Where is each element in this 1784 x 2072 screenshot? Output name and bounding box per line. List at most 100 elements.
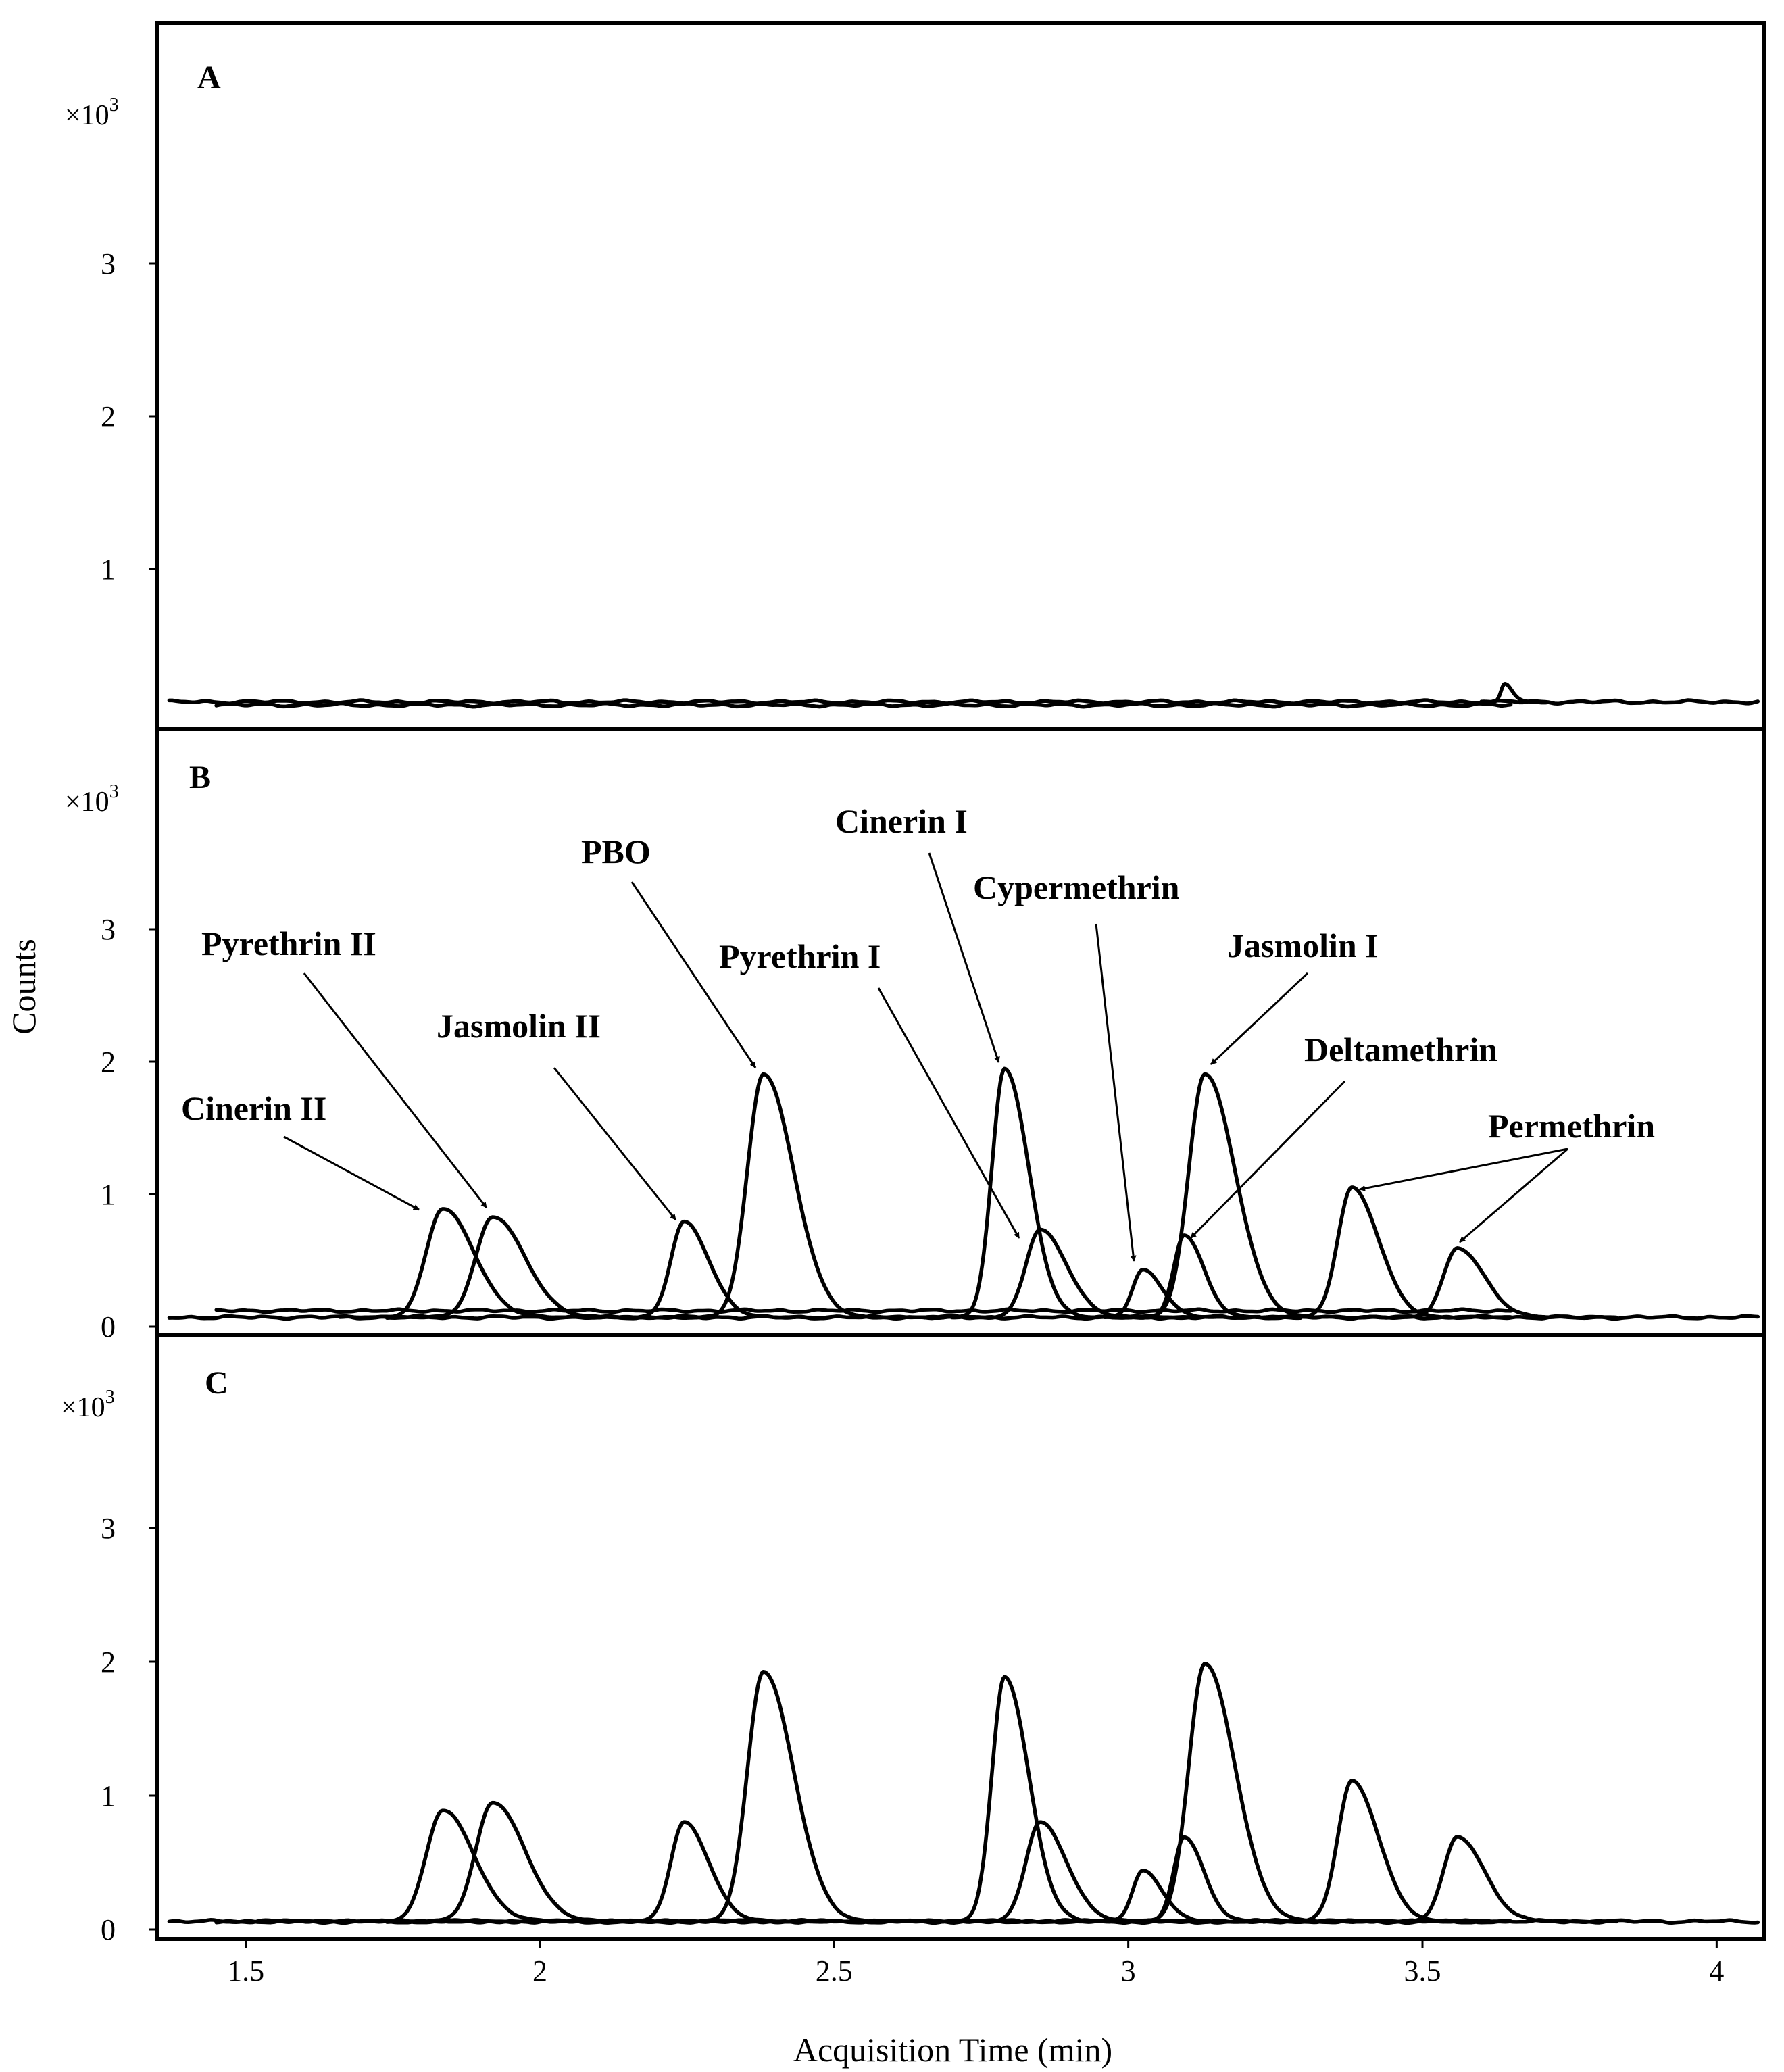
x-tick-label-2.5: 2.5 [816, 1954, 853, 1988]
panel-a-y-tick-label-2: 2 [101, 400, 116, 433]
annotation-jasmolin-i-label: Jasmolin I [1227, 927, 1379, 964]
annotation-cypermethrin-label: Cypermethrin [973, 868, 1180, 906]
panel-b-y-tick-label-2: 2 [101, 1045, 116, 1079]
panel-a-frame [155, 21, 1766, 731]
panel-c-frame [155, 1333, 1766, 1941]
panel-b-peak-deltamethrin-7 [1117, 1233, 1303, 1321]
panel-c-peak-cinerin-ii-0 [338, 1808, 630, 1924]
annotation-deltamethrin-arrow [1189, 1080, 1346, 1239]
panel-a-y-multiplier: ×103 [65, 95, 119, 131]
panel-c-multiplier-exp: 3 [105, 1387, 115, 1408]
annotation-jasmolin-ii: Jasmolin II [437, 1007, 677, 1220]
annotation-pbo: PBO [581, 833, 757, 1068]
panel-c-peak-jasmolin-ii-2 [599, 1820, 835, 1924]
x-tick-label-4: 4 [1709, 1954, 1724, 1988]
panel-b-y-ticks: 0 1 2 3 [101, 913, 157, 1343]
panel-a-y-tick-label-1: 1 [101, 553, 116, 586]
panel-c-peak-pbo-3 [662, 1669, 945, 1924]
annotation-pyrethrin-i-arrow [877, 987, 1020, 1239]
panel-c-multiplier-base: ×10 [61, 1392, 105, 1423]
panel-a: A ×103 123 [65, 21, 1766, 731]
annotation-cypermethrin-arrow [1095, 923, 1137, 1262]
annotation-pyrethrin-ii-label: Pyrethrin II [201, 924, 376, 962]
x-tick-label-1.5: 1.5 [227, 1954, 264, 1988]
panel-a-multiplier-exp: 3 [109, 95, 119, 116]
x-axis-ticks: 1.5 2 2.5 3 3.5 4 [227, 1939, 1724, 1988]
panel-b-peak-pyrethrin-i-5 [949, 1227, 1201, 1321]
annotation-jasmolin-ii-arrow [553, 1067, 677, 1220]
panel-b-peak-jasmolin-i-8 [1103, 1072, 1387, 1320]
panel-c-traces [167, 1662, 1760, 1925]
panel-b-multiplier-base: ×10 [65, 787, 109, 818]
panel-b-peak-permethrin-10 [1367, 1246, 1619, 1321]
panel-b-y-tick-label-0: 0 [101, 1310, 116, 1343]
annotation-permethrin: Permethrin [1359, 1107, 1655, 1243]
panel-c-y-ticks: 0 1 2 3 [101, 1512, 157, 1946]
panel-a-y-tick-label-3: 3 [101, 247, 116, 280]
annotation-cinerin-ii: Cinerin II [181, 1089, 420, 1211]
annotation-permethrin-arrow-1 [1359, 1148, 1568, 1191]
annotation-cypermethrin: Cypermethrin [973, 868, 1180, 1262]
panel-c-peak-pyrethrin-i-5 [949, 1820, 1201, 1924]
annotation-jasmolin-ii-label: Jasmolin II [437, 1007, 601, 1045]
annotation-permethrin-arrow-2 [1459, 1148, 1568, 1243]
x-tick-label-2: 2 [532, 1954, 547, 1988]
panel-c-y-tick-label-0: 0 [101, 1913, 116, 1946]
x-tick-label-3.5: 3.5 [1404, 1954, 1441, 1988]
panel-c-peak-permethrin-10 [1367, 1835, 1619, 1924]
panel-a-multiplier-base: ×10 [65, 100, 109, 131]
panel-b-peak-jasmolin-ii-2 [599, 1219, 835, 1321]
annotation-deltamethrin: Deltamethrin [1189, 1031, 1497, 1239]
x-tick-label-3: 3 [1121, 1954, 1136, 1988]
annotation-pbo-label: PBO [581, 833, 651, 870]
panel-c-peak-deltamethrin-7 [1117, 1835, 1303, 1925]
panel-c-peak-permethrin-9 [1262, 1779, 1513, 1924]
panel-b-peak-pbo-3 [662, 1072, 945, 1320]
panel-a-baseline-trace-1 [214, 701, 1513, 709]
annotation-cinerin-ii-arrow [283, 1135, 420, 1211]
panel-b-multiplier-exp: 3 [109, 781, 119, 802]
annotation-pyrethrin-i: Pyrethrin I [719, 937, 1020, 1239]
panel-c-letter: C [205, 1365, 228, 1401]
annotation-pyrethrin-ii-arrow [303, 972, 488, 1208]
panel-c-peak-pyrethrin-ii-1 [385, 1800, 686, 1925]
panel-a-letter: A [197, 59, 221, 95]
svg-text:×103: ×103 [65, 781, 119, 818]
panel-b-peak-cinerin-i-4 [923, 1066, 1150, 1321]
panel-c-peak-jasmolin-i-8 [1103, 1662, 1387, 1924]
annotation-permethrin-label: Permethrin [1488, 1107, 1655, 1145]
annotation-jasmolin-i: Jasmolin I [1210, 927, 1379, 1066]
panel-c-y-tick-label-2: 2 [101, 1646, 116, 1679]
svg-text:×103: ×103 [61, 1387, 115, 1423]
panel-b-y-tick-label-1: 1 [101, 1178, 116, 1211]
annotation-pbo-arrow [630, 881, 757, 1068]
annotation-cinerin-i-arrow [928, 852, 1000, 1063]
panel-c-y-multiplier: ×103 [61, 1387, 115, 1423]
panel-c-peak-cinerin-i-4 [923, 1675, 1150, 1924]
annotation-pyrethrin-ii: Pyrethrin II [201, 924, 488, 1208]
panel-b-baseline-trace-1 [214, 1307, 1513, 1314]
x-axis-title: Acquisition Time (min) [793, 2031, 1112, 2069]
panel-b-letter: B [189, 760, 211, 795]
panel-b-y-tick-label-3: 3 [101, 913, 116, 946]
panel-a-peak-peak-0 [1479, 682, 1550, 705]
annotation-pyrethrin-i-label: Pyrethrin I [719, 937, 881, 975]
annotation-cinerin-ii-label: Cinerin II [181, 1089, 326, 1127]
annotation-jasmolin-i-arrow [1210, 972, 1309, 1066]
panel-c-y-tick-label-3: 3 [101, 1512, 116, 1545]
peak-annotations: Cinerin II Pyrethrin II Jasmolin II PBO … [181, 802, 1655, 1262]
panel-b-traces [167, 1066, 1760, 1321]
y-axis-title: Counts [5, 939, 43, 1035]
annotation-deltamethrin-label: Deltamethrin [1304, 1031, 1497, 1068]
annotation-cinerin-i-label: Cinerin I [835, 802, 968, 840]
panel-a-traces [167, 682, 1760, 709]
panel-c-y-tick-label-1: 1 [101, 1779, 116, 1812]
annotation-cinerin-i: Cinerin I [835, 802, 1000, 1063]
panel-b-peak-permethrin-9 [1262, 1185, 1513, 1320]
panel-b-y-multiplier: ×103 [65, 781, 119, 818]
panel-a-y-ticks: 1 2 3 [101, 247, 157, 586]
svg-text:×103: ×103 [65, 95, 119, 131]
